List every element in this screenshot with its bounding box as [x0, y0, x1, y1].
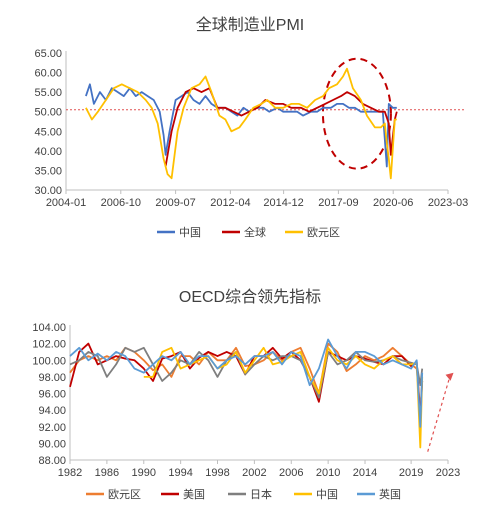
y-tick-label: 60.00: [34, 68, 62, 80]
legend-label: 欧元区: [307, 226, 340, 239]
highlight-ellipse: [321, 57, 392, 170]
x-tick-label: 2010: [316, 467, 340, 479]
x-tick-label: 1994: [168, 467, 192, 479]
series-line: [69, 338, 424, 428]
y-tick-label: 88.00: [38, 455, 66, 467]
legend-label: 全球: [244, 225, 266, 239]
y-tick-label: 40.00: [34, 146, 62, 158]
legend-label: 中国: [316, 488, 338, 501]
trend-arrow-head: [445, 372, 454, 381]
x-tick-label: 2014: [353, 467, 377, 479]
legend-label: 欧元区: [108, 488, 141, 501]
x-tick-label: 2006-10: [101, 197, 141, 209]
x-tick-label: 2020-06: [373, 197, 413, 209]
x-tick-label: 2002: [242, 467, 266, 479]
trend-arrow-line: [427, 377, 451, 452]
legend-label: 英国: [379, 487, 401, 501]
pmi-chart: 全球制造业PMI 30.00 35.00 40.00 45.00 50.00 55.00 60…: [34, 16, 468, 239]
chart-title: 全球制造业PMI: [196, 16, 304, 34]
y-tick-label: 104.00: [32, 322, 66, 334]
y-tick-label: 94.00: [38, 405, 66, 417]
x-tick-label: 2006: [279, 467, 303, 479]
x-tick-label: 2019: [399, 467, 423, 479]
series-line: [164, 87, 398, 167]
series-line: [85, 67, 397, 180]
legend-label: 日本: [250, 487, 272, 501]
y-tick-label: 50.00: [34, 107, 62, 119]
y-tick-label: 55.00: [34, 87, 62, 99]
y-tick-label: 100.00: [32, 355, 66, 367]
y-tick-label: 98.00: [38, 372, 66, 384]
x-tick-label: 2023-03: [428, 197, 468, 209]
series-line: [85, 83, 397, 168]
legend-label: 美国: [183, 488, 205, 501]
y-tick-label: 92.00: [38, 422, 66, 434]
x-tick-label: 1986: [95, 467, 119, 479]
x-tick-label: 2023: [436, 467, 460, 479]
y-tick-label: 30.00: [34, 185, 62, 197]
y-tick-label: 96.00: [38, 389, 66, 401]
legend-label: 中国: [179, 226, 201, 239]
y-tick-label: 35.00: [34, 165, 62, 177]
x-tick-label: 2014-12: [263, 197, 303, 209]
x-tick-label: 1982: [58, 467, 82, 479]
oecd-cli-chart: OECD综合领先指标 88.00 90.00 92.00 94.00 96.00 98.00…: [32, 288, 460, 501]
series-line: [69, 346, 424, 399]
x-tick-label: 1998: [205, 467, 229, 479]
x-tick-label: 2009-07: [155, 197, 195, 209]
y-tick-label: 45.00: [34, 126, 62, 138]
x-tick-label: 2004-01: [46, 197, 86, 209]
y-tick-label: 90.00: [38, 438, 66, 450]
chart-title: OECD综合领先指标: [179, 288, 321, 306]
y-tick-label: 65.00: [34, 48, 62, 60]
x-tick-label: 2012-04: [210, 197, 250, 209]
x-tick-label: 1990: [132, 467, 156, 479]
x-tick-label: 2017-09: [318, 197, 358, 209]
series-line: [143, 346, 424, 449]
y-tick-label: 102.00: [32, 339, 66, 351]
